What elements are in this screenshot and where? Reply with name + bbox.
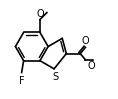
Text: O: O — [87, 61, 95, 71]
Text: O: O — [82, 36, 89, 46]
Text: O: O — [36, 9, 44, 19]
Text: F: F — [19, 76, 24, 86]
Text: S: S — [52, 72, 58, 82]
